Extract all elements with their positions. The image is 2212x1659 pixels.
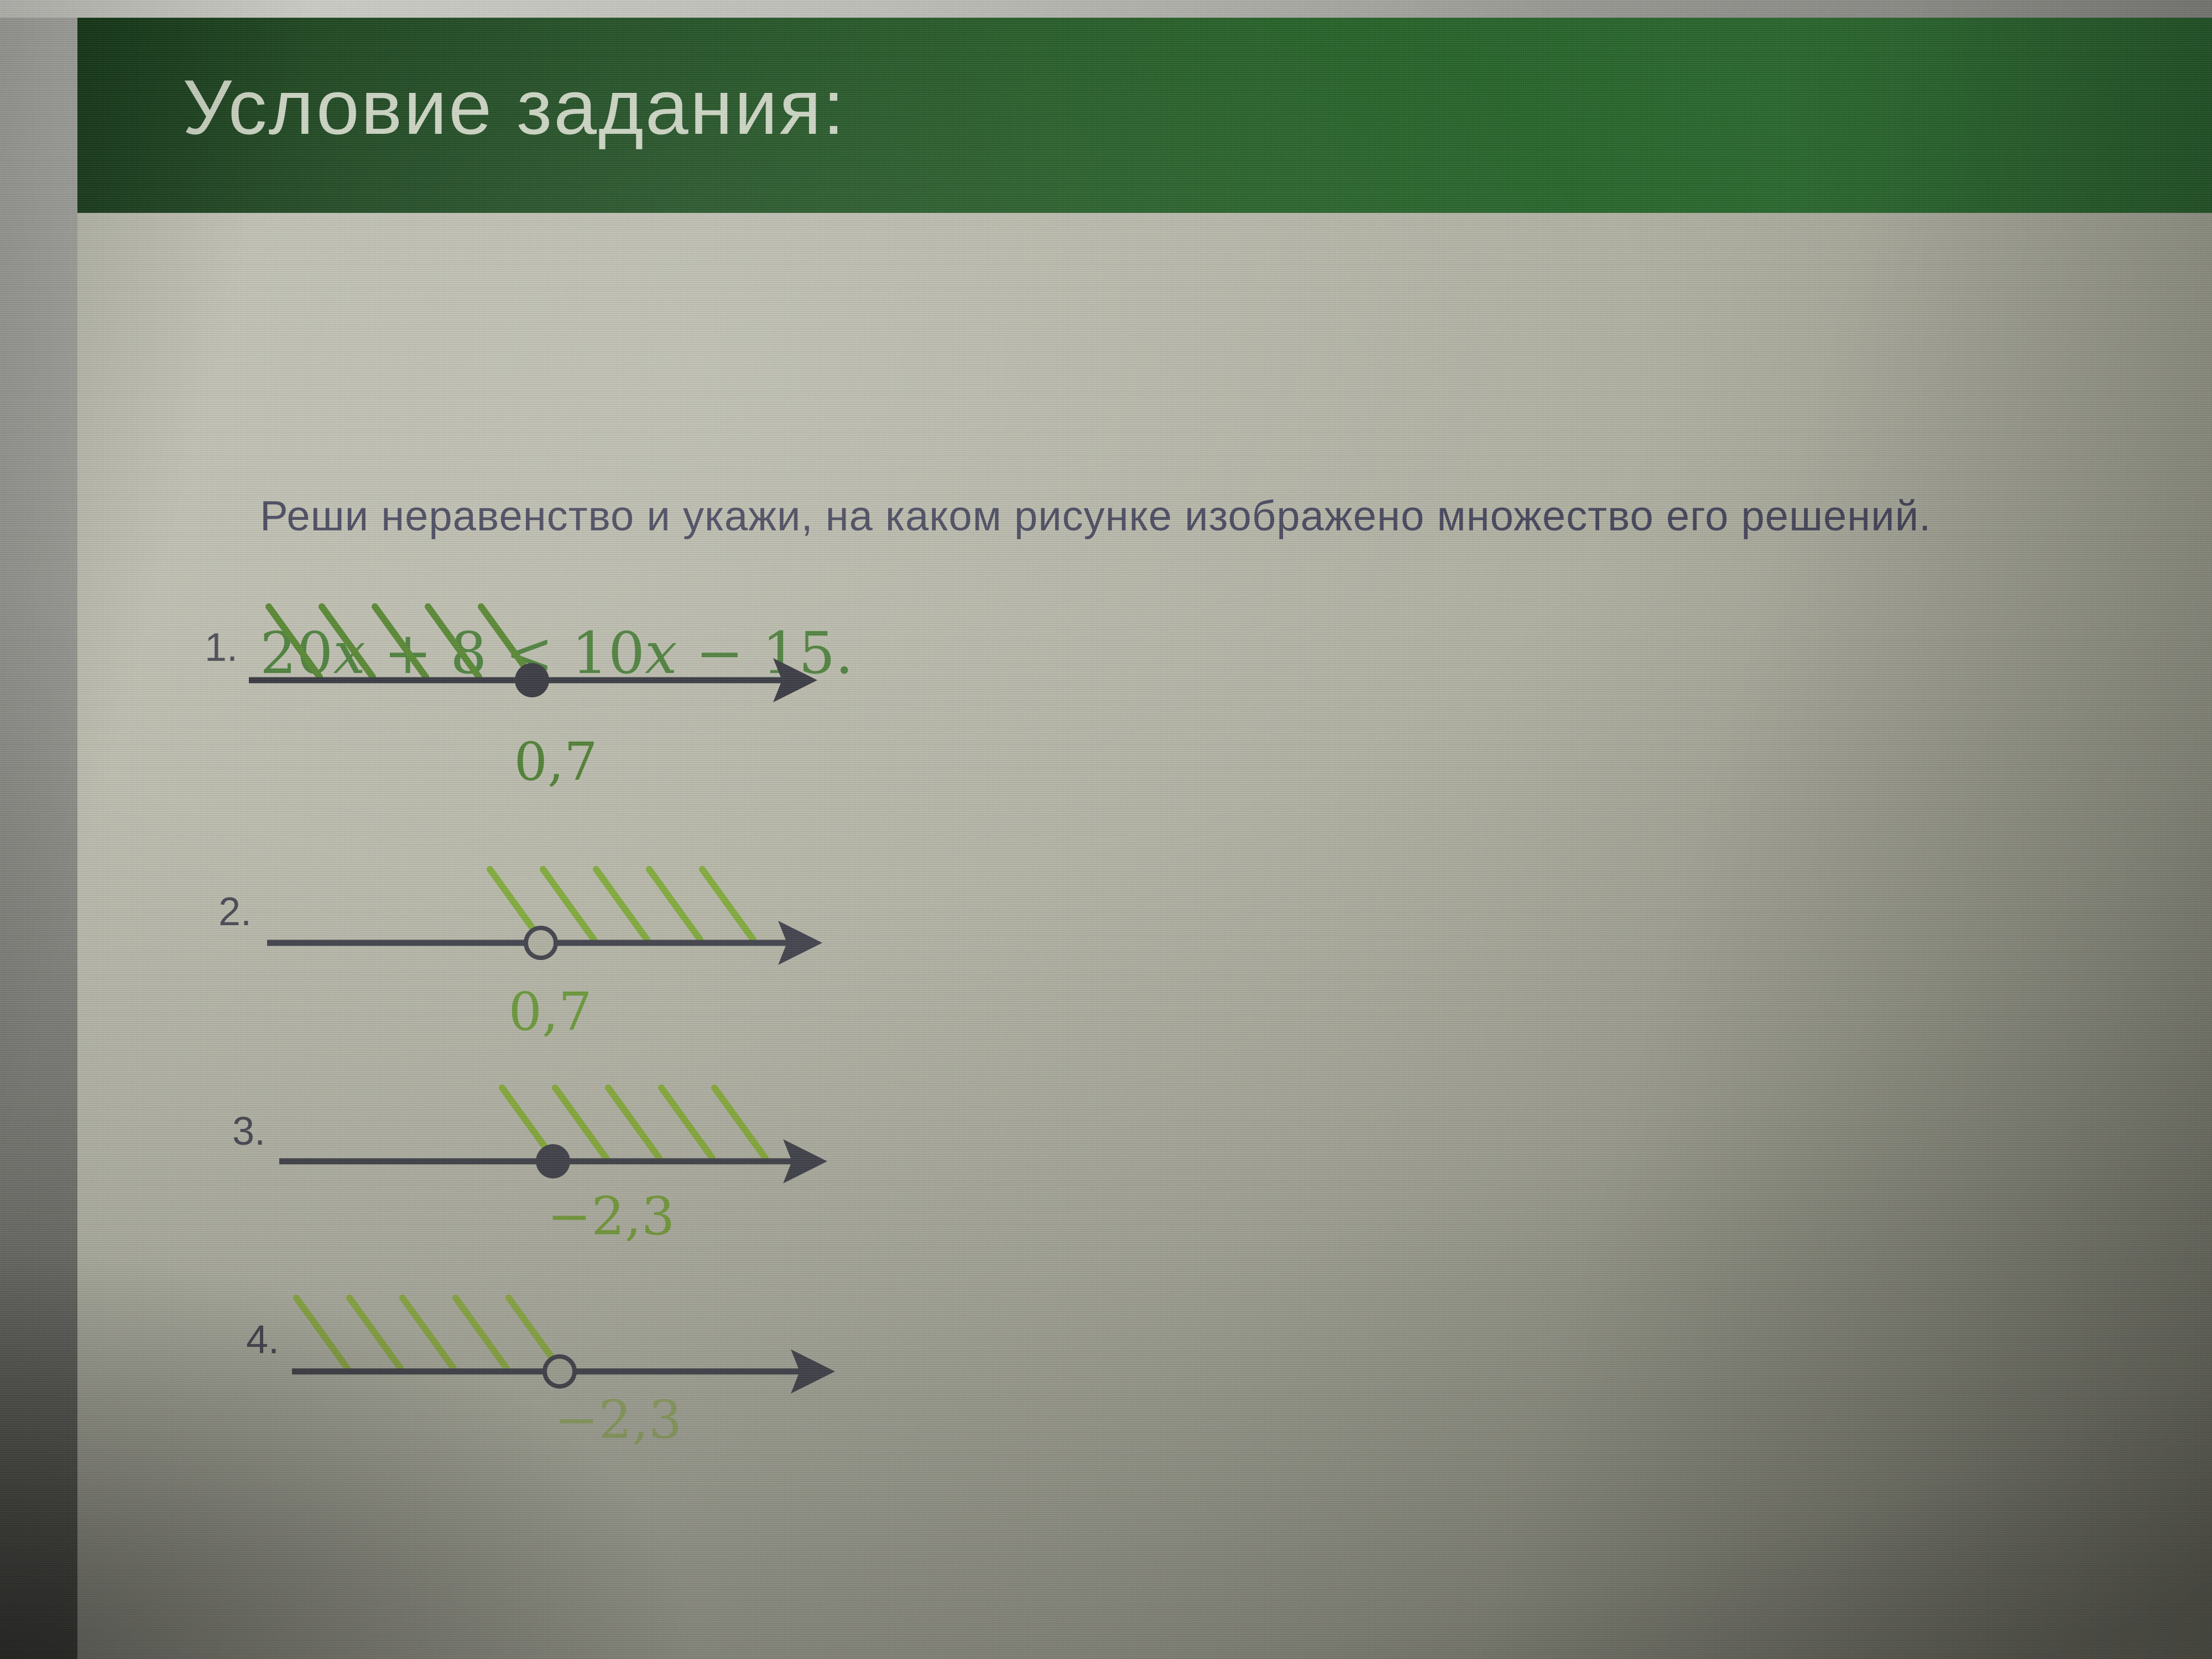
- arrowhead-icon: [783, 1139, 827, 1183]
- hatch-stroke: [487, 866, 544, 943]
- formula-part: − 15.: [677, 619, 854, 687]
- point-value-label: 0,7: [508, 982, 592, 1042]
- number-line-figure-4: 4. −2,3: [246, 1295, 835, 1451]
- hatch-stroke: [293, 1295, 351, 1371]
- hatch-stroke: [265, 603, 323, 680]
- number-line-figure-3: 3. −2,3: [232, 1084, 827, 1247]
- hatch-stroke: [540, 866, 597, 943]
- hatch-stroke: [346, 1295, 404, 1371]
- formula-variable: x: [645, 619, 677, 687]
- point-value-label: −2,3: [547, 1186, 675, 1247]
- option-number: 2.: [218, 890, 252, 934]
- hatch-stroke: [399, 1295, 457, 1371]
- hatch-stroke: [593, 866, 650, 943]
- hatch-stroke: [499, 1084, 556, 1161]
- hatch-stroke: [552, 1084, 609, 1161]
- task-content-area: Реши неравенство и укажи, на каком рисун…: [77, 213, 2212, 1659]
- option-3: 3. −2,3: [194, 1065, 885, 1302]
- hatch-stroke: [372, 603, 429, 680]
- hatch-stroke: [319, 603, 376, 680]
- arrowhead-icon: [773, 658, 817, 702]
- hatch-stroke: [646, 866, 703, 943]
- hatch-stroke: [605, 1084, 662, 1161]
- page-top-strip: [0, 0, 2212, 18]
- point-closed: [536, 1144, 570, 1178]
- hatch-stroke: [478, 603, 535, 680]
- hatch-stroke: [711, 1084, 769, 1161]
- point-value-label: 0,7: [514, 732, 597, 792]
- point-closed: [515, 663, 549, 697]
- hatch-stroke: [425, 603, 482, 680]
- hatch-stroke: [658, 1084, 716, 1161]
- option-4: 4. −2,3: [194, 1275, 885, 1512]
- arrowhead-icon: [778, 921, 822, 965]
- number-line-figure-1: 1. 0,7: [205, 603, 817, 792]
- hatch-stroke: [452, 1295, 510, 1371]
- page-title: Условие задания:: [182, 64, 846, 150]
- point-open: [524, 926, 558, 960]
- option-number: 4.: [246, 1318, 279, 1362]
- task-statement: Реши неравенство и укажи, на каком рисун…: [260, 493, 1932, 540]
- option-1: 1. 0,7: [194, 583, 885, 821]
- page-left-margin: [0, 18, 77, 1659]
- arrowhead-icon: [791, 1349, 835, 1394]
- number-line-figure-2: 2. 0,7: [218, 866, 822, 1042]
- point-open: [542, 1354, 577, 1389]
- point-value-label: −2,3: [555, 1390, 682, 1451]
- option-2: 2. 0,7: [194, 846, 885, 1084]
- hatch-stroke: [505, 1295, 563, 1371]
- option-number: 1.: [205, 625, 238, 670]
- option-number: 3.: [232, 1109, 265, 1154]
- task-condition-header: Условие задания:: [77, 18, 2212, 213]
- hatch-stroke: [699, 866, 757, 943]
